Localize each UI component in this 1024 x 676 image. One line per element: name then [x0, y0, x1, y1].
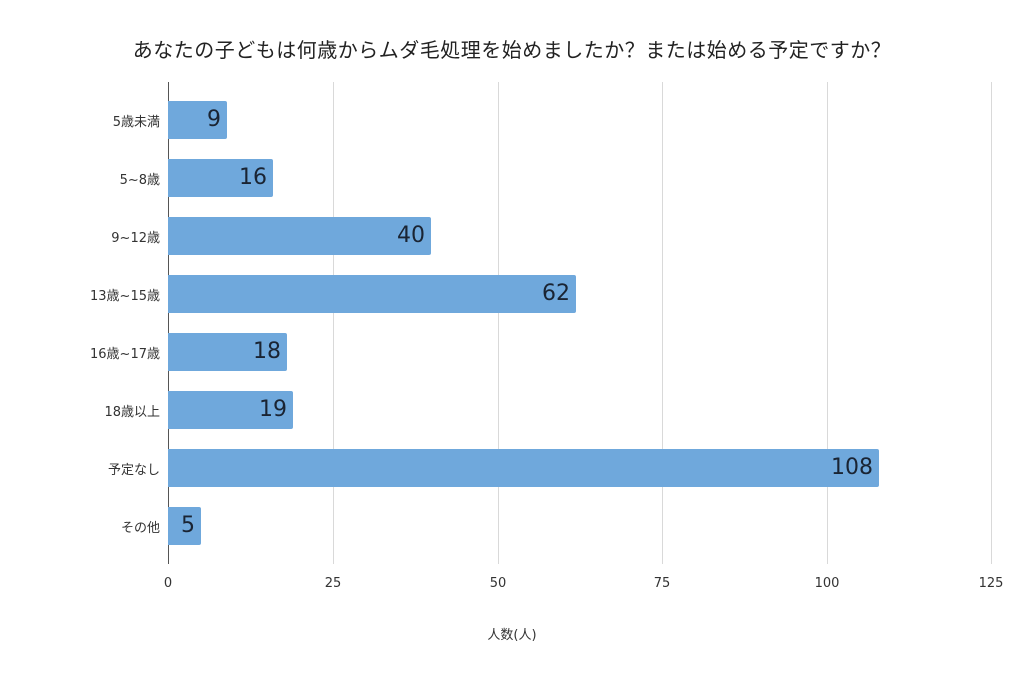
- gridline: [333, 82, 334, 564]
- bar-value-label: 108: [831, 455, 873, 480]
- x-tick-label: 75: [653, 576, 671, 591]
- bar: 108: [168, 449, 879, 487]
- category-label: 18歳以上: [104, 405, 160, 420]
- x-axis-title: 人数(人): [487, 628, 537, 643]
- plot-area: 9 16 40 62 18 19 108 5: [168, 82, 992, 564]
- category-label: 5~8歳: [119, 173, 160, 188]
- x-tick-label: 50: [489, 576, 507, 591]
- bar: 5: [168, 507, 201, 545]
- gridline: [827, 82, 828, 564]
- bar: 9: [168, 101, 227, 139]
- x-tick-label: 125: [978, 576, 1004, 591]
- category-label: その他: [120, 521, 160, 536]
- bar-value-label: 18: [253, 339, 281, 364]
- bar-value-label: 16: [239, 165, 267, 190]
- category-label: 9~12歳: [111, 231, 160, 246]
- bar-value-label: 40: [397, 223, 425, 248]
- bar-value-label: 9: [207, 107, 221, 132]
- bar-value-label: 19: [259, 397, 287, 422]
- category-label: 16歳~17歳: [90, 347, 160, 362]
- chart-title: あなたの子どもは何歳からムダ毛処理を始めましたか？または始める予定ですか？: [132, 38, 892, 62]
- bar-value-label: 62: [542, 281, 570, 306]
- gridline: [991, 82, 992, 564]
- x-tick-label: 0: [163, 576, 173, 591]
- bar: 40: [168, 217, 431, 255]
- category-label: 5歳未満: [112, 115, 160, 130]
- bar-value-label: 5: [181, 513, 195, 538]
- bar: 19: [168, 391, 293, 429]
- bar: 16: [168, 159, 273, 197]
- x-tick-label: 25: [324, 576, 342, 591]
- category-label: 予定なし: [107, 463, 160, 478]
- bar: 18: [168, 333, 287, 371]
- gridline: [498, 82, 499, 564]
- bar: 62: [168, 275, 576, 313]
- y-axis-line: [168, 82, 169, 564]
- gridline: [662, 82, 663, 564]
- category-label: 13歳~15歳: [90, 289, 160, 304]
- x-tick-label: 100: [814, 576, 840, 591]
